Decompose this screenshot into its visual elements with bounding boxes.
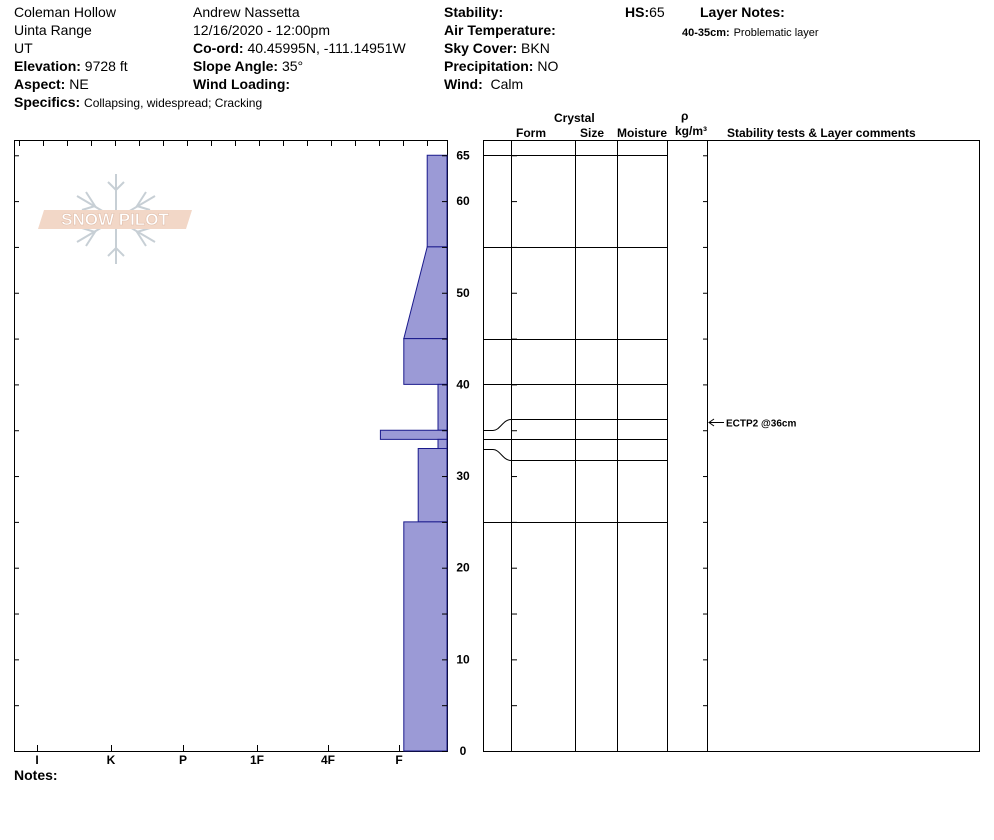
wind-loading-label: Wind Loading: — [193, 76, 291, 92]
hardness-layer-2 — [403, 338, 448, 385]
precip-label: Precipitation: — [444, 58, 534, 74]
observation-datetime: 12/16/2020 - 12:00pm — [193, 22, 330, 38]
hs-row: HS:65 — [625, 4, 665, 20]
stability-test-label: ECTP2 @36cm — [726, 419, 796, 430]
layer-table-frame — [483, 140, 980, 752]
snowpilot-logo: SNOW PILOT — [38, 174, 192, 264]
layer-note-range: 40-35cm: — [682, 27, 730, 39]
depth-connector-6 — [483, 449, 512, 461]
notes-label: Notes: — [14, 767, 58, 783]
stability-label: Stability: — [444, 4, 504, 20]
sky-value: BKN — [521, 40, 550, 56]
height-tick-label: 40 — [456, 377, 470, 391]
axes: 0 10 20 30 40 50 60 65 I K P 1F 4F F — [14, 140, 708, 767]
depth-connector-4 — [483, 419, 512, 431]
wind-value: Calm — [490, 76, 524, 92]
rho-header: ρ — [681, 109, 689, 123]
height-tick-label: 50 — [456, 286, 470, 300]
height-tick-label: 30 — [456, 469, 470, 483]
coord-row: Co-ord: 40.45995N, -111.14951W — [193, 40, 406, 56]
stability-tests-header: Stability tests & Layer comments — [727, 126, 916, 140]
aspect-value: NE — [69, 76, 89, 92]
layer-note-text: Problematic layer — [733, 27, 819, 39]
hardness-layer-7 — [403, 521, 448, 752]
coord-value: 40.45995N, -111.14951W — [247, 40, 406, 56]
elevation-value: 9728 ft — [84, 58, 128, 74]
location-name: Coleman Hollow — [14, 4, 116, 20]
hs-value: 65 — [649, 4, 665, 20]
height-tick-label: 0 — [460, 744, 467, 758]
hardness-layer-5 — [437, 438, 448, 450]
hardness-profile — [379, 154, 448, 752]
aspect-label: Aspect: — [14, 76, 66, 92]
height-tick-label: 10 — [456, 652, 470, 666]
wind-row: Wind: Calm — [444, 76, 523, 92]
hardness-layer-6 — [417, 448, 448, 523]
hardness-label: 1F — [250, 753, 264, 767]
logo-banner — [38, 210, 192, 229]
elevation-row: Elevation: 9728 ft — [14, 58, 128, 74]
range-name: Uinta Range — [14, 22, 92, 38]
air-temp-label: Air Temperature: — [444, 22, 556, 38]
specifics-label: Specifics: — [14, 94, 81, 110]
state-name: UT — [14, 40, 33, 56]
hardness-label: F — [395, 753, 402, 767]
hardness-layer-1 — [403, 246, 448, 340]
elevation-label: Elevation: — [14, 58, 81, 74]
size-header: Size — [580, 126, 605, 140]
slope-label: Slope Angle: — [193, 58, 279, 74]
sky-label: Sky Cover: — [444, 40, 518, 56]
hardness-layer-4 — [379, 429, 448, 440]
hardness-label: 4F — [321, 753, 335, 767]
density-unit-header: kg/m³ — [675, 124, 708, 138]
slope-row: Slope Angle: 35° — [193, 58, 303, 74]
aspect-row: Aspect: NE — [14, 76, 89, 92]
sky-row: Sky Cover: BKN — [444, 40, 550, 56]
form-header: Form — [516, 126, 546, 140]
observer-name: Andrew Nassetta — [193, 4, 300, 20]
logo-text: SNOW PILOT — [61, 210, 169, 229]
crystal-header: Crystal — [554, 111, 595, 125]
specifics-row: Specifics: Collapsing, widespread; Crack… — [14, 94, 262, 111]
stability-test-marker: ECTP2 @36cm — [708, 418, 796, 430]
coord-label: Co-ord: — [193, 40, 244, 56]
specifics-value: Collapsing, widespread; Cracking — [84, 96, 263, 110]
precip-value: NO — [537, 58, 559, 74]
height-tick-label: 60 — [456, 194, 470, 208]
test-arrow-head — [708, 418, 715, 427]
layer-table — [483, 140, 708, 751]
layer-note-row: 40-35cm: Problematic layer — [682, 23, 819, 41]
moisture-header: Moisture — [617, 126, 668, 140]
height-tick-label: 65 — [456, 148, 470, 162]
precip-row: Precipitation: NO — [444, 58, 558, 74]
hs-label: HS: — [625, 4, 650, 20]
hardness-label: P — [179, 753, 187, 767]
hardness-layer-3 — [437, 383, 448, 431]
slope-value: 35° — [281, 58, 304, 74]
hardness-chart-frame — [14, 140, 448, 752]
wind-label: Wind: — [444, 76, 483, 92]
hardness-label: I — [35, 753, 38, 767]
layer-notes-label: Layer Notes: — [700, 4, 785, 20]
hardness-label: K — [107, 753, 116, 767]
height-tick-label: 20 — [456, 561, 470, 575]
